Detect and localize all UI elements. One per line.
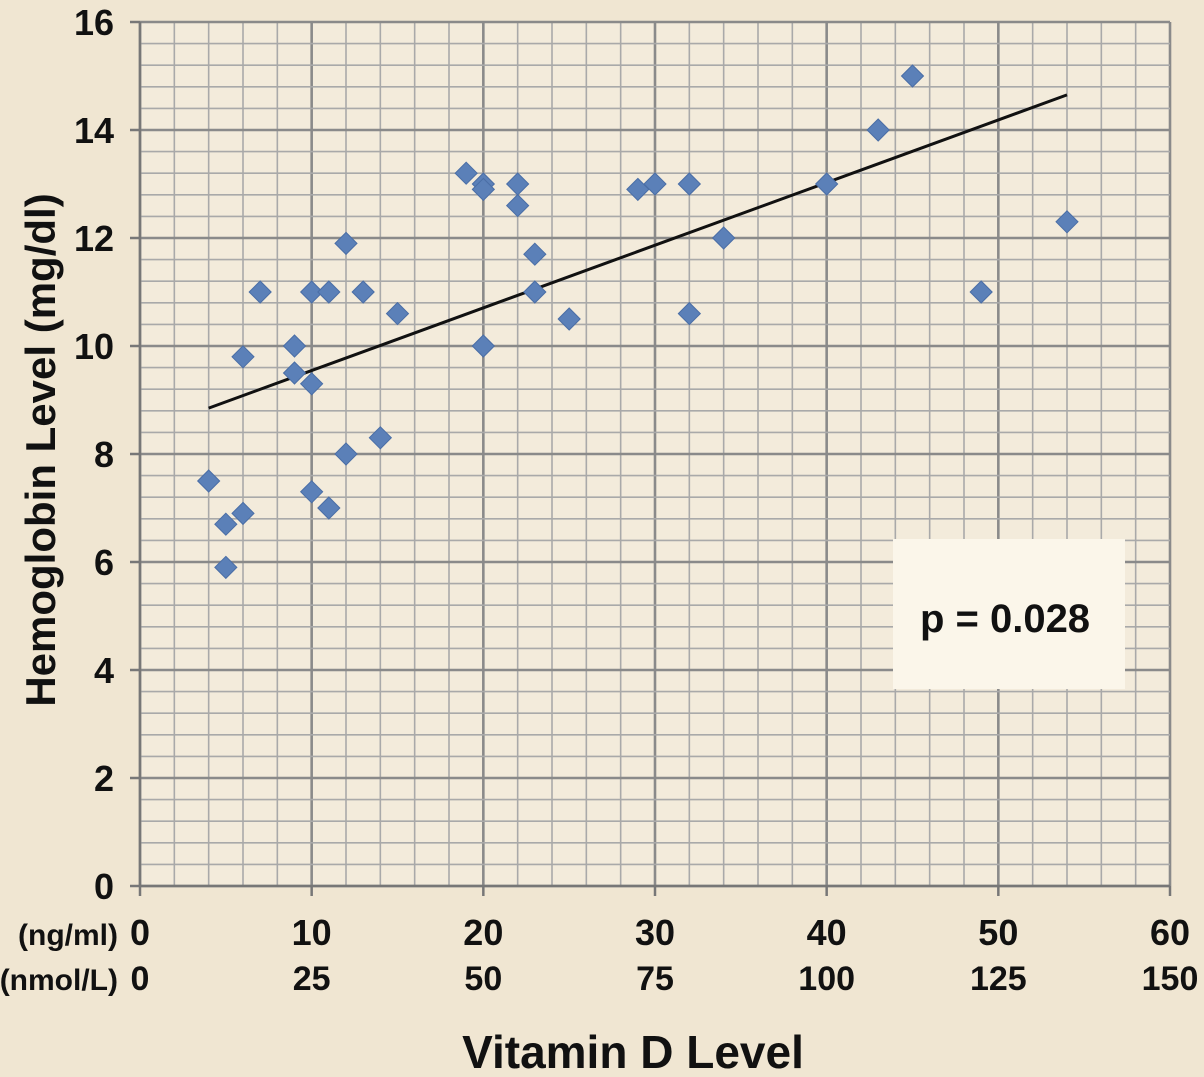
x-tick-label-ngml: 60: [1150, 912, 1190, 953]
x-unit-ngml-label: (ng/ml): [18, 919, 118, 952]
data-point: [677, 172, 702, 196]
data-point: [351, 280, 375, 304]
data-point: [231, 501, 255, 526]
data-point: [248, 280, 272, 304]
data-point: [334, 442, 358, 466]
data-point: [643, 172, 667, 196]
data-point: [471, 334, 496, 358]
data-point: [677, 301, 702, 326]
data-point: [969, 280, 993, 304]
x-tick-label-nmoll: 150: [1142, 960, 1199, 998]
trendline-layer: [208, 93, 1068, 410]
x-tick-label-nmoll: 0: [131, 960, 150, 998]
data-point: [299, 280, 324, 304]
data-point: [557, 307, 581, 331]
x-tick-label-nmoll: 125: [970, 960, 1027, 998]
data-point: [711, 226, 736, 250]
data-point: [523, 280, 547, 304]
x-unit-nmoll-label: (nmol/L): [0, 964, 118, 997]
annotation-background: [893, 539, 1125, 689]
y-tick-label: 4: [94, 650, 114, 691]
data-point: [317, 280, 341, 304]
p-value-label: p = 0.028: [920, 597, 1090, 641]
x-tick-label-nmoll: 25: [293, 960, 331, 998]
x-tick-label-ngml: 30: [635, 912, 675, 953]
data-point: [814, 172, 839, 196]
y-tick-label: 0: [94, 866, 114, 907]
y-tick-label: 12: [74, 218, 114, 259]
data-point: [454, 161, 478, 185]
data-point: [214, 512, 238, 536]
data-point: [385, 301, 410, 326]
data-point: [214, 555, 238, 580]
data-point: [1055, 210, 1079, 234]
data-points: [196, 64, 1079, 580]
x-axis-title: Vitamin D Level: [462, 1026, 804, 1077]
x-tick-label-ngml: 0: [130, 912, 150, 953]
data-point: [282, 334, 307, 358]
axes: [130, 20, 1172, 896]
y-tick-label: 16: [74, 2, 114, 43]
x-tick-label-ngml: 20: [463, 912, 503, 953]
data-point: [299, 372, 324, 396]
data-point: [334, 231, 358, 256]
data-point: [282, 361, 307, 385]
x-tick-label-ngml: 40: [807, 912, 847, 953]
data-point: [317, 496, 341, 520]
data-point: [900, 64, 925, 88]
data-point: [471, 177, 496, 202]
x-tick-label-nmoll: 50: [464, 960, 502, 998]
y-tick-label: 2: [94, 758, 114, 799]
x-tick-labels: 0 0 10 25 20 50 30 75 40 100 50 125 60 150: [130, 912, 1198, 998]
y-tick-label: 6: [94, 542, 114, 583]
p-value-box: p = 0.028: [893, 539, 1125, 689]
y-tick-label: 8: [94, 434, 114, 475]
x-tick-label-nmoll: 100: [798, 960, 855, 998]
data-point: [231, 345, 255, 369]
x-tick-label-nmoll: 75: [636, 960, 674, 998]
data-point: [299, 480, 324, 504]
data-point: [196, 469, 221, 493]
grid-lines: [138, 20, 1172, 888]
y-tick-label: 10: [74, 326, 114, 367]
trendline: [208, 93, 1068, 410]
x-tick-label-ngml: 10: [292, 912, 332, 953]
data-point: [523, 242, 547, 266]
data-point: [368, 426, 393, 450]
y-axis-title: Hemoglobin Level (mg/dl): [17, 193, 64, 706]
data-point: [505, 193, 530, 218]
y-tick-label: 14: [74, 110, 114, 151]
data-point: [866, 118, 890, 142]
x-tick-label-ngml: 50: [978, 912, 1018, 953]
y-tick-labels: 0 2 4 6 8 10 12 14 16: [74, 2, 114, 907]
